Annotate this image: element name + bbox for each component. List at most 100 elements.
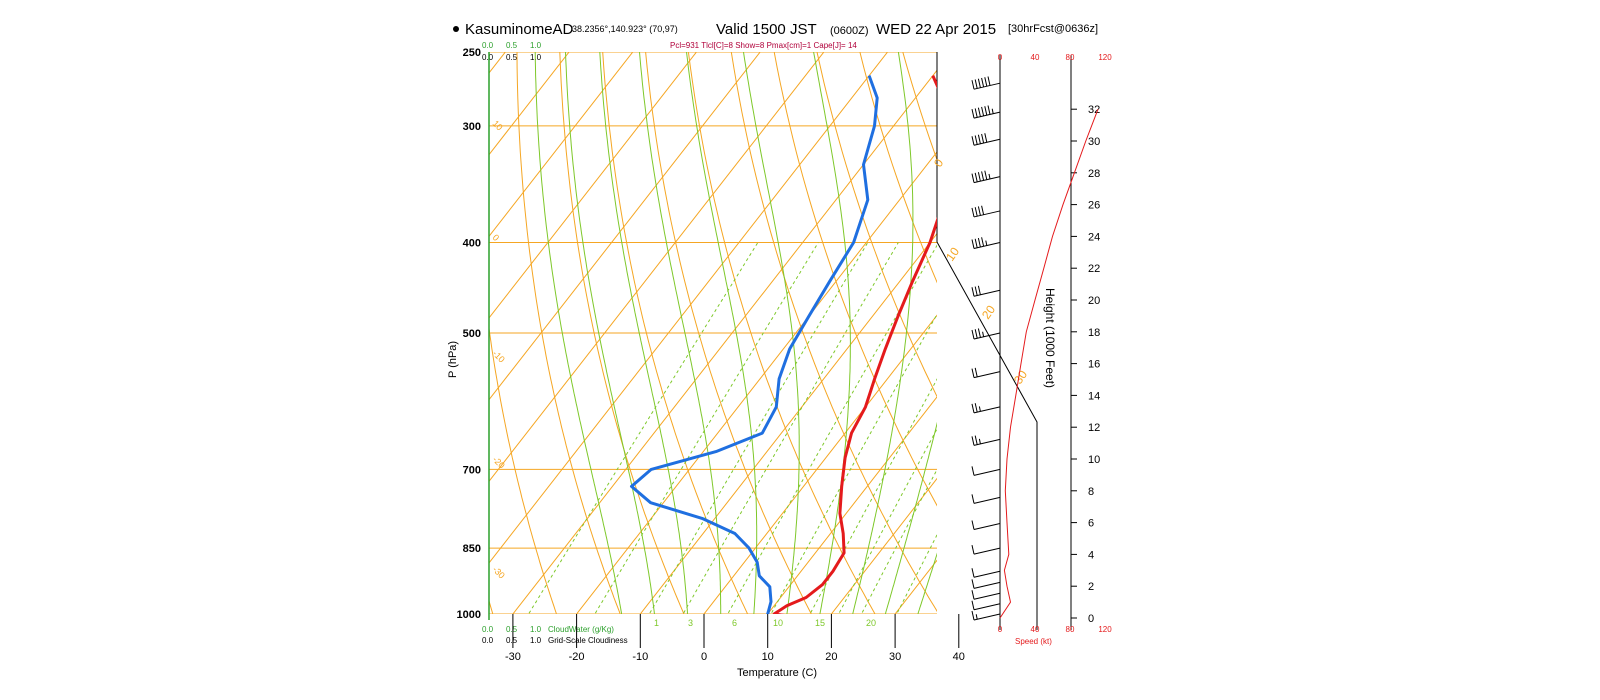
isotherm-line [894, 559, 937, 614]
wind-barb [971, 435, 1001, 446]
height-tick-label: 4 [1088, 549, 1094, 561]
temperature-tick-label: 30 [889, 651, 901, 663]
dry-adiabat-line [602, 52, 749, 614]
speed-axis-title: Speed (kt) [1015, 637, 1052, 646]
mixing-ratio-line [528, 242, 759, 614]
cloudiness-tick: 0.0 [482, 636, 494, 645]
height-tick-label: 32 [1088, 104, 1100, 116]
wind-barb [971, 76, 1001, 90]
plot-frame [488, 52, 1038, 630]
dry-adiabat-line [941, 36, 1274, 634]
stability-indices: Pcl=931 Tlcl[C]=8 Show=8 Pmax[cm]=1 Cape… [670, 41, 857, 50]
wind-barb [971, 579, 1001, 589]
wind-barb [971, 105, 1001, 119]
height-frame-line [936, 52, 1038, 630]
temperature-tick-label: -10 [632, 651, 648, 663]
thermo-grid [0, 35, 1600, 634]
cloud-water-tick: 1.0 [530, 625, 542, 634]
speed-tick-label: 0 [998, 625, 1003, 634]
mixing-ratio-line [860, 468, 937, 614]
isotherm-line [767, 396, 937, 614]
wind-barbs [971, 76, 1001, 621]
speed-tick-label: 80 [1066, 53, 1075, 62]
height-tick-label: 24 [1088, 231, 1100, 243]
moist-adiabat-line [917, 552, 937, 614]
speed-tick-label: 0 [998, 53, 1003, 62]
height-tick-label: 10 [1088, 454, 1100, 466]
speed-tick-label: 120 [1098, 53, 1112, 62]
mixing-ratio-label: 20 [866, 618, 876, 628]
temperature-tick-label: -30 [505, 651, 521, 663]
pressure-tick-label: 850 [463, 543, 481, 555]
sounding-series [630, 74, 937, 621]
height-tick-label: 14 [1088, 390, 1100, 402]
pressure-ticks: 250 300 400 500 700 850 1000 [457, 47, 481, 621]
valid-date: WED 22 Apr 2015 [876, 21, 996, 38]
mixing-ratio-line [682, 242, 899, 614]
dewpoint-profile-line [630, 75, 879, 614]
isotherm-line [489, 52, 506, 74]
wind-barb [971, 205, 1001, 218]
height-tick-label: 8 [1088, 486, 1094, 498]
pressure-tick-label: 400 [463, 238, 481, 250]
wind-barb [971, 610, 1001, 621]
moist-adiabat-line [884, 421, 937, 614]
wind-barb [971, 170, 1001, 184]
cloud-water-tick: 0.5 [506, 41, 518, 50]
mixing-ratio-line [896, 533, 937, 614]
cloudiness-tick: 0.5 [506, 636, 518, 645]
speed-tick-label: 40 [1031, 625, 1040, 634]
dry-adiabat-line [687, 52, 876, 614]
isotherm-line [1007, 35, 1474, 633]
moist-adiabat-line [742, 52, 800, 614]
wind-barb [971, 237, 1001, 250]
temperature-ticks: -30 -20 -10 0 10 20 30 40 [505, 614, 965, 663]
isotherm-line [943, 35, 1410, 633]
isotherm-line [1071, 35, 1538, 633]
pressure-tick-label: 250 [463, 47, 481, 59]
dry-adiabat-line [489, 324, 558, 614]
height-tick-label: 20 [1088, 295, 1100, 307]
dry-adiabat-line [1195, 36, 1600, 634]
dry-adiabat-label: 10 [491, 118, 505, 132]
wind-speed-series [999, 109, 1099, 619]
wind-barb [971, 520, 1001, 531]
dry-adiabat-line [1237, 36, 1600, 634]
speed-tick-label: 40 [1031, 53, 1040, 62]
height-tick-label: 16 [1088, 359, 1100, 371]
wind-barb [971, 328, 1001, 340]
mixing-ratio-label: 1 [654, 618, 659, 628]
temperature-axis-title: Temperature (C) [737, 667, 817, 679]
mixing-ratio-label: 3 [688, 618, 693, 628]
mixing-ratio-line [727, 244, 937, 614]
wind-barb [971, 285, 1001, 297]
temperature-surface-point [800, 616, 805, 621]
cloudiness-tick: 1.0 [530, 636, 542, 645]
station-name: KasuminomeAD [465, 21, 574, 38]
mixing-ratio-line [809, 378, 937, 614]
mixing-ratio-label: 6 [732, 618, 737, 628]
speed-tick-label: 80 [1066, 625, 1075, 634]
dry-adiabat-line [859, 52, 937, 284]
dry-adiabat-line [1280, 36, 1600, 634]
dry-adiabat-line [1068, 36, 1468, 634]
moist-adiabat-line [638, 52, 722, 614]
height-tick-label: 0 [1088, 613, 1094, 625]
dry-adiabat-label: -20 [491, 454, 507, 470]
station-coords: 38.2356°,140.923° (70,97) [572, 24, 678, 34]
isotherm-line [512, 69, 937, 614]
pressure-tick-label: 500 [463, 328, 481, 340]
dry-adiabat-line [381, 36, 434, 634]
height-tick-label: 22 [1088, 263, 1100, 275]
wind-barb [971, 590, 1001, 600]
isotherm-line [830, 477, 937, 614]
wind-barb [971, 600, 1001, 611]
mixing-ratio-line [594, 242, 819, 614]
cloud-water-tick: 1.0 [530, 41, 542, 50]
wind-barb [971, 466, 1001, 476]
chart-header: KasuminomeAD 38.2356°,140.923° (70,97) V… [453, 21, 1098, 50]
isotherm-line [0, 35, 455, 633]
dry-adiabat-label: 0 [491, 232, 502, 243]
speed-tick-label: 120 [1098, 625, 1112, 634]
